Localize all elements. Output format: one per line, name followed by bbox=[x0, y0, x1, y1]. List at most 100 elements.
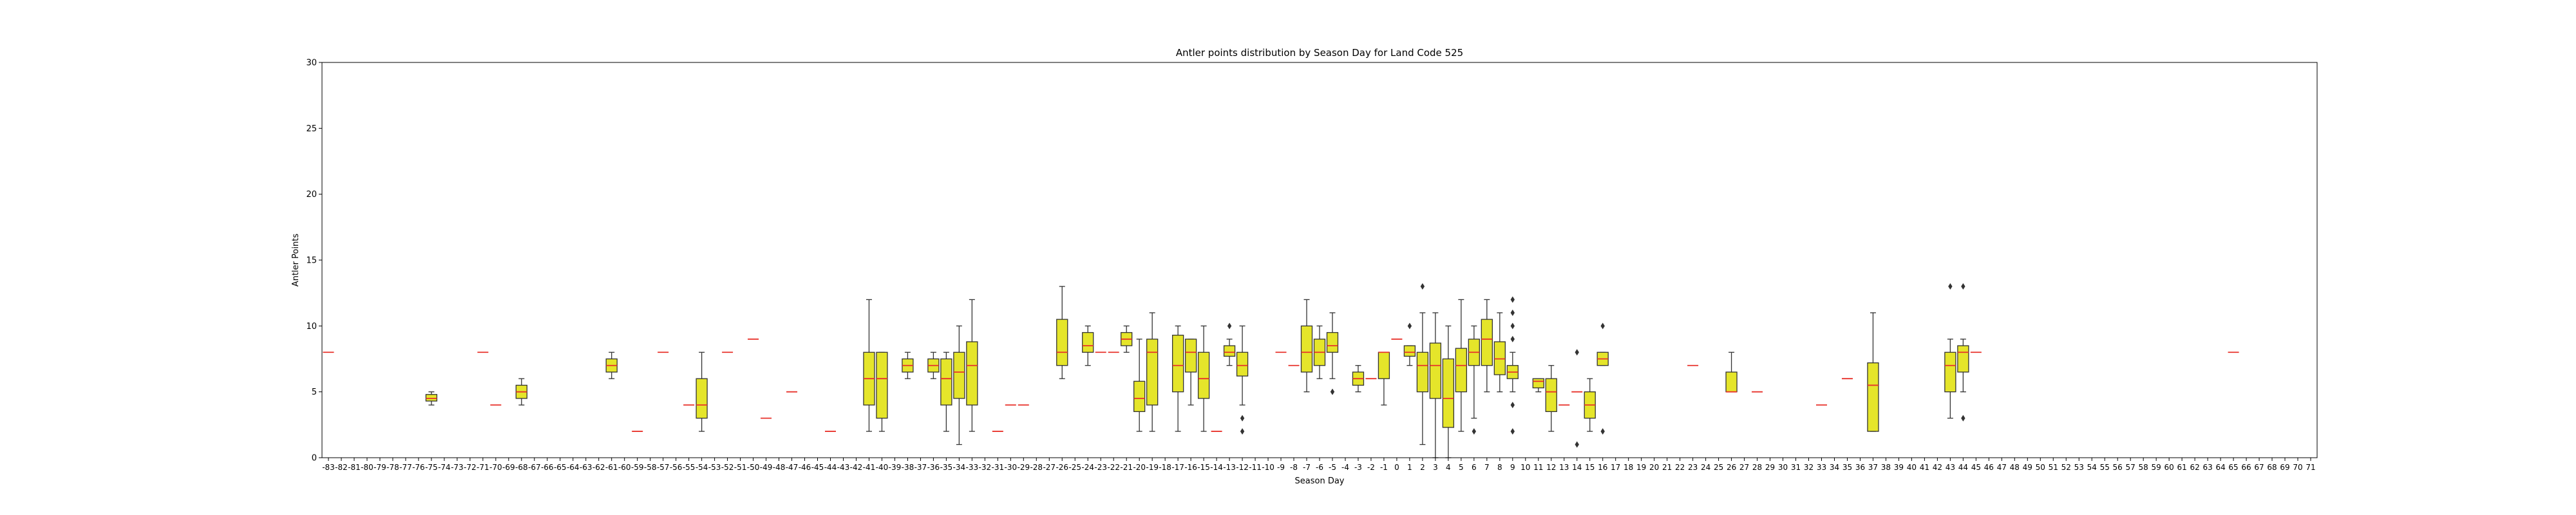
x-tick-label: -22 bbox=[1107, 463, 1120, 472]
box bbox=[1725, 351, 1738, 393]
x-tick-label: 10 bbox=[1520, 463, 1530, 472]
x-tick-label: 59 bbox=[2152, 463, 2161, 472]
box bbox=[1442, 325, 1455, 458]
box-iqr bbox=[696, 378, 708, 419]
x-axis-ticks: -83 -82 -81 -80 -79 -78 -77 -76 -75 -74 -73 -72 -71-… bbox=[322, 458, 2316, 472]
x-tick-label: 60 bbox=[2164, 463, 2174, 472]
box bbox=[940, 351, 952, 432]
chart-title: Antler points distribution by Season Day… bbox=[1176, 47, 1463, 59]
x-tick-label: 21 bbox=[1662, 463, 1672, 472]
box bbox=[1326, 312, 1339, 395]
box-iqr bbox=[940, 358, 952, 406]
box bbox=[1493, 312, 1506, 393]
box bbox=[1429, 312, 1442, 458]
y-tick-label: 30 bbox=[306, 59, 317, 68]
box-iqr bbox=[1082, 332, 1094, 353]
box-iqr bbox=[1957, 345, 1969, 373]
x-tick-label: -59 bbox=[631, 463, 644, 472]
x-tick-label: -29 bbox=[1017, 463, 1030, 472]
box bbox=[1378, 351, 1390, 406]
box bbox=[425, 391, 438, 406]
x-tick-label: 31 bbox=[1791, 463, 1801, 472]
x-tick-label: -31 bbox=[992, 463, 1005, 472]
box bbox=[1584, 378, 1596, 432]
box-iqr bbox=[1493, 341, 1506, 375]
x-tick-label: 48 bbox=[2010, 463, 2020, 472]
x-tick-label: 39 bbox=[1894, 463, 1904, 472]
outlier-marker bbox=[1420, 283, 1425, 290]
x-tick-label: 61 bbox=[2177, 463, 2186, 472]
box bbox=[1571, 349, 1583, 448]
x-tick-label: -43 bbox=[837, 463, 850, 472]
box bbox=[515, 378, 527, 406]
y-tick-label: 10 bbox=[306, 322, 317, 332]
x-tick-label: 26 bbox=[1727, 463, 1736, 472]
x-tick-label: 5 bbox=[1459, 463, 1464, 472]
x-tick-label: -2 bbox=[1367, 463, 1375, 472]
x-tick-label: -48 bbox=[773, 463, 786, 472]
box-iqr bbox=[1403, 345, 1416, 357]
x-tick-label: -69 bbox=[502, 463, 515, 472]
x-tick-label: -83 bbox=[322, 463, 335, 472]
outlier-marker bbox=[1600, 428, 1605, 435]
x-tick-label: 27 bbox=[1739, 463, 1749, 472]
x-tick-label: 45 bbox=[1971, 463, 1981, 472]
box-iqr bbox=[1223, 345, 1236, 357]
x-tick-label: -42 bbox=[850, 463, 863, 472]
x-tick-label: 24 bbox=[1701, 463, 1710, 472]
x-tick-label: -4 bbox=[1341, 463, 1349, 472]
box bbox=[1867, 312, 1879, 432]
box bbox=[966, 299, 978, 432]
box bbox=[927, 351, 940, 379]
x-tick-label: 37 bbox=[1868, 463, 1878, 472]
x-tick-label: -14 bbox=[1210, 463, 1223, 472]
box-iqr bbox=[1416, 351, 1429, 393]
outlier-marker bbox=[1510, 335, 1515, 342]
x-tick-label: -28 bbox=[1030, 463, 1043, 472]
x-tick-label: -39 bbox=[889, 463, 902, 472]
x-tick-label: 7 bbox=[1484, 463, 1490, 472]
x-tick-label: -75 bbox=[425, 463, 438, 472]
x-tick-label: -68 bbox=[515, 463, 528, 472]
x-axis-label: Season Day bbox=[1295, 476, 1345, 486]
plot-area-frame bbox=[321, 62, 2318, 458]
box bbox=[1596, 323, 1609, 435]
x-tick-label: 14 bbox=[1572, 463, 1582, 472]
outlier-marker bbox=[1948, 283, 1953, 290]
x-tick-label: -27 bbox=[1043, 463, 1056, 472]
box-iqr bbox=[1300, 325, 1313, 373]
x-tick-label: -53 bbox=[708, 463, 721, 472]
outlier-marker bbox=[1510, 323, 1515, 330]
x-tick-label: 0 bbox=[1394, 463, 1399, 472]
box bbox=[1957, 283, 1969, 422]
outlier-marker bbox=[1600, 323, 1605, 330]
box bbox=[1082, 325, 1094, 366]
x-tick-label: -20 bbox=[1133, 463, 1146, 472]
box bbox=[1506, 296, 1519, 435]
box-iqr bbox=[1378, 351, 1390, 379]
x-tick-label: 66 bbox=[2241, 463, 2251, 472]
x-tick-label: -7 bbox=[1303, 463, 1311, 472]
x-tick-label: -52 bbox=[721, 463, 734, 472]
x-tick-label: -23 bbox=[1094, 463, 1107, 472]
x-tick-label: 18 bbox=[1624, 463, 1633, 472]
x-tick-label: 65 bbox=[2228, 463, 2238, 472]
outlier-marker bbox=[1510, 428, 1515, 435]
x-tick-label: -67 bbox=[528, 463, 541, 472]
x-tick-label: -41 bbox=[863, 463, 876, 472]
x-tick-label: 33 bbox=[1817, 463, 1826, 472]
x-tick-label: 42 bbox=[1933, 463, 1942, 472]
x-tick-label: -45 bbox=[811, 463, 824, 472]
x-tick-label: -32 bbox=[979, 463, 992, 472]
box bbox=[1236, 325, 1249, 435]
box bbox=[1133, 339, 1146, 432]
x-tick-label: -9 bbox=[1277, 463, 1285, 472]
outlier-marker bbox=[1227, 323, 1232, 330]
x-tick-label: 54 bbox=[2087, 463, 2097, 472]
box bbox=[876, 351, 888, 432]
box bbox=[1223, 323, 1236, 366]
x-tick-label: -61 bbox=[605, 463, 618, 472]
x-tick-label: -49 bbox=[760, 463, 773, 472]
x-tick-label: 46 bbox=[1984, 463, 1994, 472]
box bbox=[1944, 283, 1956, 419]
